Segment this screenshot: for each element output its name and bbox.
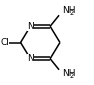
Text: 2: 2 [69, 73, 74, 79]
Text: NH: NH [62, 6, 75, 15]
Text: Cl: Cl [0, 38, 9, 47]
Text: N: N [27, 22, 34, 31]
Text: N: N [27, 54, 34, 63]
Text: NH: NH [62, 69, 75, 78]
Text: 2: 2 [69, 10, 74, 16]
